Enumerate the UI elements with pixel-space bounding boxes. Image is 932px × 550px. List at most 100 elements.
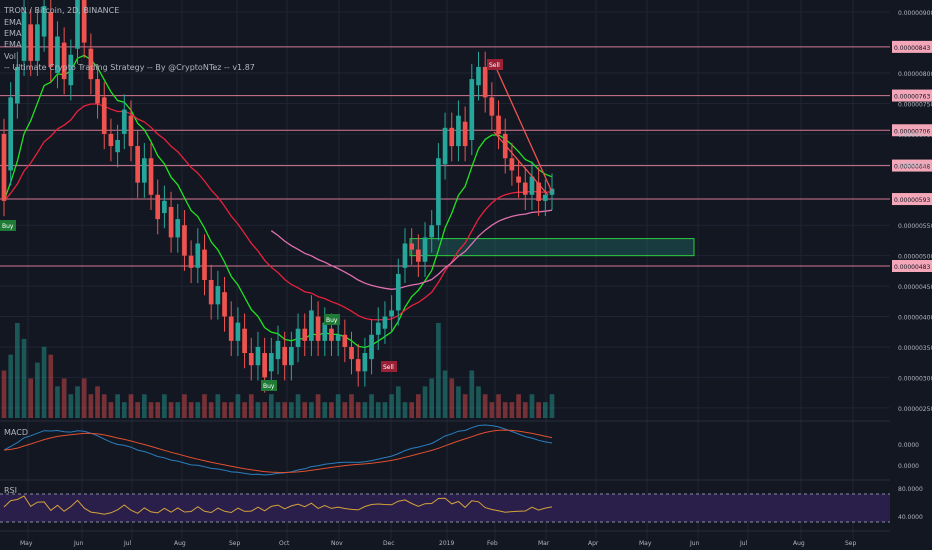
support-zone xyxy=(409,238,695,257)
volume-bar xyxy=(549,394,555,418)
volume-bar xyxy=(322,402,328,418)
candle-body xyxy=(235,322,241,341)
candle-body xyxy=(15,66,20,104)
candle-body xyxy=(95,79,100,104)
volume-bar xyxy=(142,394,147,418)
y-tick-label: 0.00000450 xyxy=(898,284,932,291)
candle-body xyxy=(88,48,94,80)
candles xyxy=(1,0,555,393)
y-tick-label: 0.00000400 xyxy=(898,315,932,322)
volume-bar xyxy=(395,386,401,418)
horizontal-levels: 0.00000843 0.00000763 0.00000706 0.00000648… xyxy=(0,40,932,272)
x-tick-label: 2019 xyxy=(439,540,454,547)
macd-label[interactable]: MACD xyxy=(4,428,28,437)
volume-bar xyxy=(235,394,241,418)
x-tick-label: Jul xyxy=(739,540,748,547)
candle-body xyxy=(362,353,368,372)
candle-body xyxy=(429,225,435,238)
candle-body xyxy=(496,115,501,134)
volume-bar xyxy=(522,402,528,418)
level-label-box xyxy=(892,193,932,206)
buy-signal-box xyxy=(324,314,340,325)
level-label-box xyxy=(892,260,932,272)
candle-body xyxy=(61,42,67,80)
candle-body xyxy=(302,328,308,341)
candle-body xyxy=(382,316,388,329)
candle-body xyxy=(422,237,428,262)
volume-bar xyxy=(41,346,47,418)
volume-bar xyxy=(362,402,368,418)
volume-bar xyxy=(15,323,20,418)
volume-bar xyxy=(449,378,455,418)
volume-bar xyxy=(262,402,267,418)
volume-bar xyxy=(188,402,194,418)
volume-bar xyxy=(195,402,201,418)
candle-body xyxy=(101,97,107,134)
trendline xyxy=(496,69,553,193)
rsi-label[interactable]: RSI xyxy=(4,486,17,495)
volume-bar xyxy=(429,378,435,418)
legend-ema-1[interactable]: EMA xyxy=(4,18,22,27)
volume-bar xyxy=(68,394,74,418)
volume-bar xyxy=(476,386,481,418)
candle-body xyxy=(262,353,267,378)
x-tick-label: Aug xyxy=(174,540,186,547)
volume-bar xyxy=(289,402,294,418)
y-tick-label: 0.00000250 xyxy=(898,406,932,413)
x-tick-label: Sep xyxy=(229,540,241,547)
support-zone-box xyxy=(409,238,695,257)
candle-body xyxy=(41,6,47,37)
legend-symbol[interactable]: TRON / Bitcoin, 2D, BINANCE xyxy=(3,6,119,15)
legend-vol[interactable]: Vol xyxy=(4,52,16,61)
volume-bar xyxy=(215,394,221,418)
y-tick-label: 0.00000350 xyxy=(898,345,932,352)
y-tick-label: 0.00000700 xyxy=(898,132,932,139)
x-tick-label: Mar xyxy=(538,540,550,547)
volume-bar xyxy=(382,402,388,418)
volume-bar xyxy=(462,394,468,418)
volume-bar xyxy=(375,402,381,418)
volume-bar xyxy=(115,394,120,418)
ema-line xyxy=(3,103,553,321)
candle-body xyxy=(142,158,147,183)
sell-signal-box xyxy=(487,59,503,70)
macd-panel xyxy=(3,424,553,476)
volume-bar xyxy=(168,402,174,418)
legend-ema-3[interactable]: EMA xyxy=(4,40,22,49)
candle-body xyxy=(222,292,227,317)
volume-bar xyxy=(21,338,27,418)
level-label-box xyxy=(892,40,932,53)
candle-body xyxy=(449,127,455,147)
legend-strategy[interactable]: -- Ultimate Crypto Trading Strategy -- B… xyxy=(4,63,255,72)
volume-bar xyxy=(48,354,54,418)
volume-bar xyxy=(95,386,100,418)
candle-body xyxy=(195,243,201,268)
volume-bar xyxy=(242,402,247,418)
level-label-box xyxy=(892,89,932,102)
candle-body xyxy=(355,359,361,372)
candle-body xyxy=(215,286,221,305)
candle-body xyxy=(442,127,448,165)
y-tick-label: 0.00000750 xyxy=(898,101,932,108)
buy-signal-box xyxy=(0,220,16,231)
x-tick-label: Aug xyxy=(793,540,805,547)
buy-signal-box xyxy=(261,380,277,391)
candle-body xyxy=(248,353,254,366)
candle-body xyxy=(115,140,120,153)
x-tick-label: Sep xyxy=(845,540,857,547)
x-tick-label: Oct xyxy=(279,540,290,547)
candle-body xyxy=(48,12,54,67)
candle-body xyxy=(21,12,27,61)
legend-ema-2[interactable]: EMA xyxy=(4,29,22,38)
candle-body xyxy=(108,133,114,147)
level-label: 0.00000593 xyxy=(894,197,930,204)
sell-signal-box xyxy=(381,361,397,372)
volume-bar xyxy=(469,370,475,418)
volume-bar xyxy=(282,402,288,418)
x-tick-label: Feb xyxy=(487,540,498,547)
buy-signal-label: Buy xyxy=(2,223,14,230)
candle-body xyxy=(529,176,535,195)
candle-body xyxy=(295,328,301,347)
candle-body xyxy=(255,346,261,366)
